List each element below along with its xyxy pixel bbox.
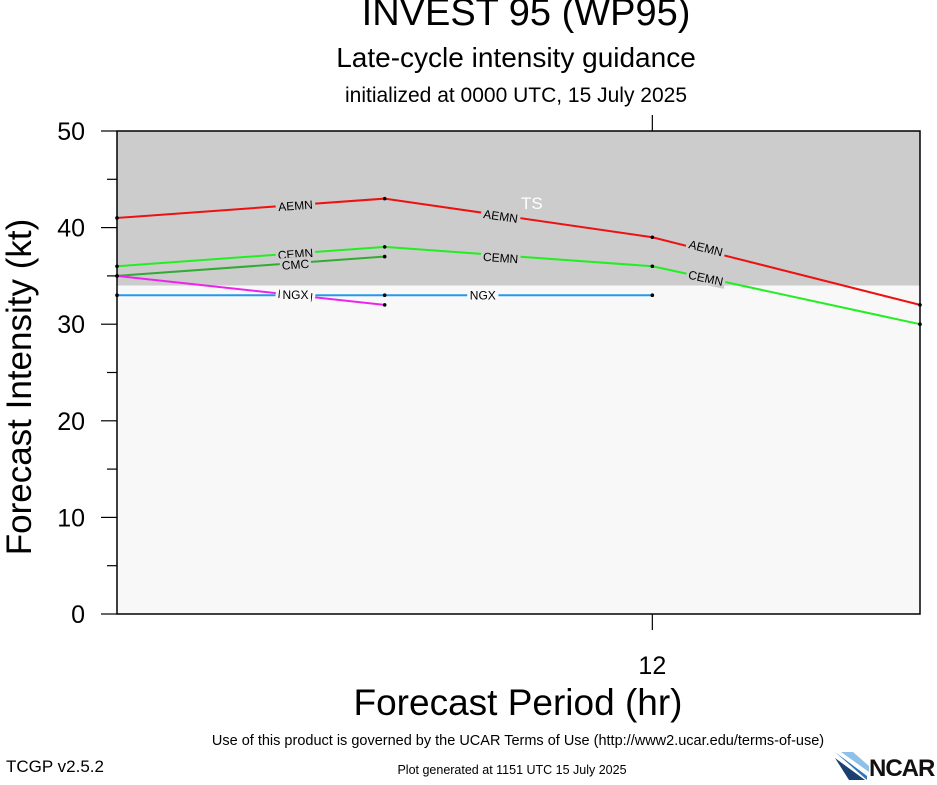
y-tick-label: 20 bbox=[57, 408, 85, 436]
chart-subtitle: Late-cycle intensity guidance bbox=[336, 42, 696, 73]
data-point-ngx bbox=[115, 293, 119, 298]
line-label-background bbox=[275, 196, 316, 214]
y-tick-label: 30 bbox=[57, 311, 85, 339]
line-label-background bbox=[279, 256, 312, 273]
y-tick-label: 10 bbox=[57, 504, 85, 532]
data-point-aemn bbox=[918, 303, 922, 307]
line-label-ngx: NGX bbox=[279, 287, 312, 302]
line-label-background bbox=[279, 287, 312, 302]
y-tick-label: 40 bbox=[57, 215, 85, 243]
series-line-nemn bbox=[116, 274, 385, 306]
terms-of-use-note: Use of this product is governed by the U… bbox=[211, 733, 825, 749]
band-label: TS bbox=[521, 194, 543, 213]
x-tick-label: 12 bbox=[638, 652, 666, 680]
x-axis-label: Forecast Period (hr) bbox=[353, 682, 683, 723]
data-point-aemn bbox=[115, 216, 119, 220]
y-axis-label: Forecast Intensity (kt) bbox=[0, 218, 39, 556]
line-label-background bbox=[684, 236, 727, 260]
line-label-aemn: AEMN bbox=[275, 196, 316, 214]
data-point-cemn bbox=[918, 322, 922, 327]
line-label-background bbox=[467, 288, 499, 303]
data-point-aemn bbox=[650, 235, 655, 240]
line-label-background bbox=[685, 266, 727, 289]
chart-init-time: initialized at 0000 UTC, 15 July 2025 bbox=[344, 84, 688, 107]
y-tick-label: 50 bbox=[57, 118, 85, 146]
data-point-aemn bbox=[382, 196, 387, 201]
data-point-ngx bbox=[650, 293, 655, 298]
line-label-background bbox=[480, 206, 522, 226]
band-below-ts bbox=[117, 285, 920, 614]
data-point-cmc bbox=[382, 254, 387, 259]
ncar-logo-icon bbox=[835, 752, 869, 780]
data-point-cemn bbox=[382, 245, 387, 249]
line-label-text: NGX bbox=[282, 288, 308, 302]
line-label-text: NGX bbox=[470, 289, 496, 303]
line-label-text: CEMN bbox=[482, 250, 518, 267]
version-label: TCGP v2.5.2 bbox=[6, 757, 104, 776]
generated-timestamp: Plot generated at 1151 UTC 15 July 2025 bbox=[397, 763, 627, 777]
chart-title: INVEST 95 (WP95) bbox=[361, 0, 691, 34]
ncar-logo-text: NCAR bbox=[869, 755, 935, 782]
data-point-ngx bbox=[382, 293, 387, 298]
y-tick-label: 0 bbox=[71, 601, 85, 629]
line-label-text: AEMN bbox=[278, 198, 314, 214]
line-label-cemn: CEMN bbox=[480, 249, 521, 266]
line-label-text: AEMN bbox=[482, 207, 518, 226]
line-label-cmc: CMC bbox=[279, 256, 312, 273]
line-label-background bbox=[480, 249, 521, 266]
data-point-nemn bbox=[382, 303, 387, 307]
data-point-cemn bbox=[115, 264, 119, 269]
ncar-logo: NCAR bbox=[835, 752, 937, 782]
line-label-aemn: AEMN bbox=[480, 206, 522, 226]
line-label-text: CMC bbox=[281, 257, 310, 273]
series-line-cmc bbox=[116, 255, 385, 277]
data-point-nemn bbox=[115, 274, 119, 278]
data-point-cemn bbox=[650, 264, 655, 269]
line-label-ngx: NGX bbox=[467, 288, 499, 303]
